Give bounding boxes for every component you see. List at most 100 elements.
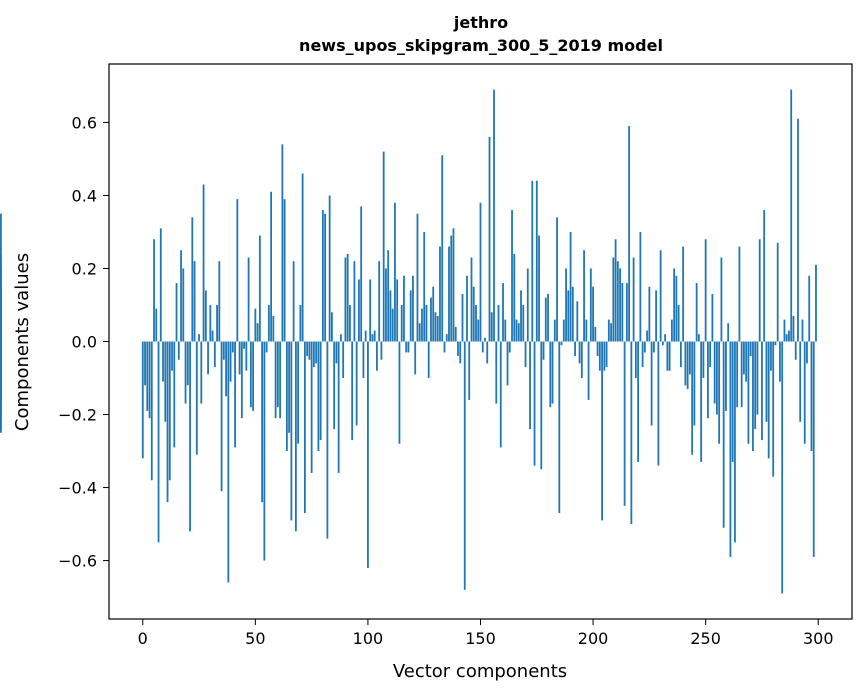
bar-235 <box>670 319 673 342</box>
bar-221 <box>639 231 642 342</box>
bar-159 <box>499 341 502 448</box>
bar-151 <box>481 341 484 353</box>
bar-201 <box>594 326 597 342</box>
bar-264 <box>736 341 739 408</box>
bar-48 <box>249 341 252 408</box>
bar-116 <box>403 275 405 342</box>
bar-154 <box>488 137 491 342</box>
bar-189 <box>567 290 570 342</box>
bar-163 <box>508 341 511 353</box>
x-tick-label: 250 <box>690 629 721 648</box>
bar-58 <box>272 315 275 342</box>
bar-undefined <box>0 213 2 342</box>
bar-50 <box>254 308 257 342</box>
bar-222 <box>641 341 644 368</box>
bar-171 <box>526 268 529 342</box>
bar-176 <box>538 235 540 342</box>
bar-260 <box>727 323 730 342</box>
bar-42 <box>236 199 239 342</box>
bar-39 <box>229 341 232 382</box>
y-tick-label: −0.2 <box>58 406 97 425</box>
bar-144 <box>466 275 468 342</box>
bar-267 <box>743 341 745 375</box>
bar-223 <box>643 341 646 353</box>
bar-99 <box>364 330 367 342</box>
bar-185 <box>558 341 561 514</box>
bar-158 <box>497 304 500 342</box>
bar-78 <box>317 341 320 452</box>
bar-170 <box>524 341 527 368</box>
bar-199 <box>589 268 592 342</box>
bar-275 <box>761 341 763 441</box>
bar-137 <box>450 235 453 342</box>
bar-21 <box>189 341 191 532</box>
bar-225 <box>648 286 651 342</box>
bar-113 <box>396 279 399 342</box>
bar-115 <box>400 304 403 342</box>
bar-139 <box>454 326 457 342</box>
bar-234 <box>668 341 671 371</box>
bar-262 <box>731 341 734 462</box>
bars-group <box>0 89 817 594</box>
bar-156 <box>493 89 495 342</box>
bar-62 <box>281 144 284 342</box>
bar-131 <box>436 315 439 342</box>
bar-40 <box>231 341 234 353</box>
bar-22 <box>191 217 194 342</box>
bar-142 <box>461 294 464 342</box>
bar-141 <box>459 341 462 364</box>
bar-258 <box>722 341 725 528</box>
bar-100 <box>367 341 369 568</box>
bar-14 <box>173 341 176 448</box>
bar-247 <box>698 334 700 342</box>
y-axis-label: Components values <box>12 253 33 431</box>
bar-208 <box>610 323 612 342</box>
bar-106 <box>380 341 383 360</box>
bar-26 <box>200 341 203 404</box>
bar-265 <box>738 246 741 342</box>
bar-117 <box>405 341 408 353</box>
bar-198 <box>587 341 590 400</box>
bar-37 <box>225 341 227 397</box>
bar-6 <box>155 308 158 342</box>
bar-64 <box>285 341 288 452</box>
bar-288 <box>790 89 793 342</box>
bar-274 <box>758 239 761 342</box>
bar-217 <box>630 341 633 525</box>
bar-57 <box>270 191 273 342</box>
bar-60 <box>276 341 279 408</box>
bar-252 <box>709 341 712 368</box>
bar-11 <box>166 341 169 503</box>
bar-148 <box>475 304 477 342</box>
bar-128 <box>430 297 432 342</box>
bar-24 <box>195 341 198 455</box>
bar-161 <box>504 319 507 342</box>
bar-286 <box>785 334 788 342</box>
bar-251 <box>707 341 709 419</box>
bar-281 <box>774 341 777 346</box>
bar-75 <box>310 341 313 473</box>
bar-276 <box>763 210 766 342</box>
bar-197 <box>585 319 588 342</box>
bar-298 <box>812 341 815 557</box>
bar-296 <box>808 275 811 342</box>
bar-121 <box>414 341 417 375</box>
bar-110 <box>389 290 392 342</box>
bar-55 <box>265 341 268 353</box>
bar-237 <box>675 275 678 342</box>
bar-236 <box>673 268 676 342</box>
bar-285 <box>783 319 786 342</box>
bar-209 <box>612 257 615 342</box>
bar-149 <box>477 319 480 342</box>
bar-45 <box>243 341 245 349</box>
bar-7 <box>157 341 160 543</box>
bar-54 <box>263 341 266 561</box>
bar-43 <box>238 341 241 375</box>
bar-130 <box>434 312 437 342</box>
bar-2 <box>146 341 149 411</box>
y-tick-label: 0.2 <box>72 259 97 278</box>
bar-41 <box>234 341 236 448</box>
bar-282 <box>776 242 779 342</box>
bar-71 <box>301 173 304 342</box>
bar-51 <box>256 323 259 342</box>
